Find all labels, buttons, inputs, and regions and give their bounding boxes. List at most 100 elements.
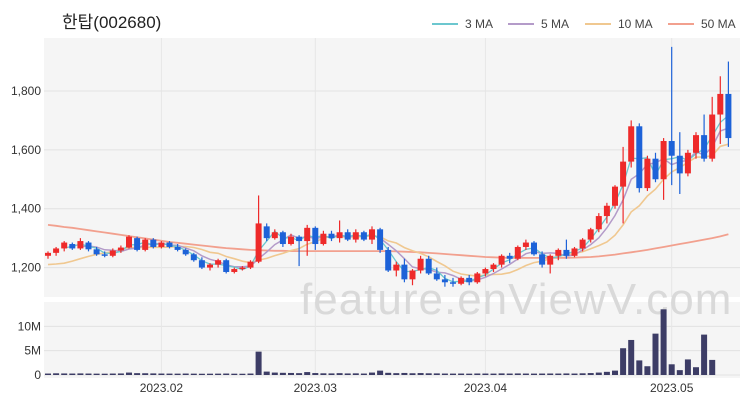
candle-body [247, 261, 254, 268]
candle-body [93, 249, 100, 255]
candle-body [53, 248, 60, 253]
legend-label-ma5: 5 MA [541, 17, 569, 31]
volume-bar [198, 373, 205, 375]
volume-bar [320, 373, 327, 375]
volume-bar [490, 373, 497, 375]
price-tick-label: 1,600 [11, 143, 41, 157]
volume-bar [628, 339, 635, 375]
candle-body [393, 264, 400, 271]
volume-bar [61, 373, 68, 375]
candle-body [142, 239, 149, 250]
volume-bar [77, 373, 84, 375]
volume-bar [344, 373, 351, 375]
candle-body [717, 93, 724, 115]
candle-body [263, 226, 270, 239]
volume-bar [401, 372, 408, 375]
volume-bar [312, 373, 319, 375]
volume-bar [644, 366, 651, 375]
x-axis: 2023.02 2023.03 2023.04 2023.05 [140, 381, 694, 395]
volume-bar [207, 373, 213, 375]
volume-bar [231, 373, 238, 375]
candle-body [409, 270, 416, 280]
candle-body [182, 249, 189, 255]
candle-body [215, 260, 222, 265]
candle-body [255, 223, 262, 262]
volume-bar [482, 373, 489, 375]
volume-bar [579, 373, 586, 375]
volume-bars [45, 309, 716, 375]
candle-body [482, 269, 489, 274]
legend-label-ma3: 3 MA [465, 17, 493, 31]
volume-bar [498, 373, 505, 375]
volume-bar [450, 373, 456, 375]
candle-body [117, 247, 124, 251]
volume-bar [684, 359, 691, 375]
candle-body [320, 233, 327, 245]
candle-body [693, 135, 699, 153]
volume-bar [668, 364, 675, 375]
price-panel [44, 38, 740, 297]
candle-body [61, 242, 68, 249]
volume-bar [676, 370, 683, 375]
candle-body [190, 254, 197, 261]
candle-body [377, 229, 384, 250]
volume-bar [693, 367, 699, 375]
candle-body [134, 238, 141, 250]
volume-bar [288, 372, 294, 375]
volume-bar [352, 373, 359, 375]
volume-bar [93, 373, 100, 375]
candle-body [571, 248, 578, 256]
x-tick-label: 2023.05 [650, 381, 694, 395]
candle-body [725, 93, 732, 139]
candle-body [603, 205, 610, 217]
volume-bar [393, 373, 400, 375]
volume-bar [271, 372, 278, 375]
volume-bar [709, 359, 716, 375]
candle-body [77, 241, 84, 249]
volume-tick-label: 10M [18, 319, 41, 333]
volume-bar [425, 373, 432, 375]
volume-bar [506, 373, 513, 375]
volume-bar [636, 360, 643, 375]
price-y-axis: 1,200 1,400 1,600 1,800 [11, 84, 41, 275]
volume-bar [522, 373, 529, 375]
candle-body [158, 242, 165, 247]
volume-bar [571, 373, 578, 375]
candle-body [344, 232, 351, 240]
candle-body [628, 126, 635, 162]
volume-bar [174, 373, 181, 375]
volume-bar [158, 373, 165, 375]
volume-bar [166, 373, 173, 375]
volume-bar [304, 372, 311, 375]
candle-body [514, 246, 521, 259]
candle-body [612, 186, 618, 206]
volume-bar [458, 373, 465, 375]
volume-bar [603, 371, 610, 375]
volume-bar [595, 372, 602, 375]
volume-bar [53, 373, 60, 375]
candle-body [636, 126, 643, 189]
volume-bar [215, 373, 222, 375]
candle-body [684, 152, 691, 174]
volume-bar [101, 373, 108, 375]
volume-bar [385, 372, 392, 375]
volume-bar [377, 370, 384, 375]
candle-body [207, 264, 213, 268]
candle-body [531, 242, 537, 255]
candle-body [231, 269, 238, 272]
candlesticks [45, 46, 732, 287]
volume-bar [701, 334, 708, 375]
volume-tick-label: 0 [34, 368, 41, 382]
watermark: feature.enViewV.com [300, 275, 732, 324]
candle-body [296, 236, 303, 242]
volume-bar [620, 348, 627, 375]
volume-bar [660, 309, 667, 375]
candle-body [441, 279, 448, 283]
candle-body [45, 252, 51, 256]
candle-body [271, 232, 278, 239]
candle-body [417, 258, 424, 271]
price-tick-label: 1,200 [11, 261, 41, 275]
volume-bar [279, 372, 286, 375]
volume-bar [117, 373, 124, 375]
volume-bar [85, 373, 92, 375]
